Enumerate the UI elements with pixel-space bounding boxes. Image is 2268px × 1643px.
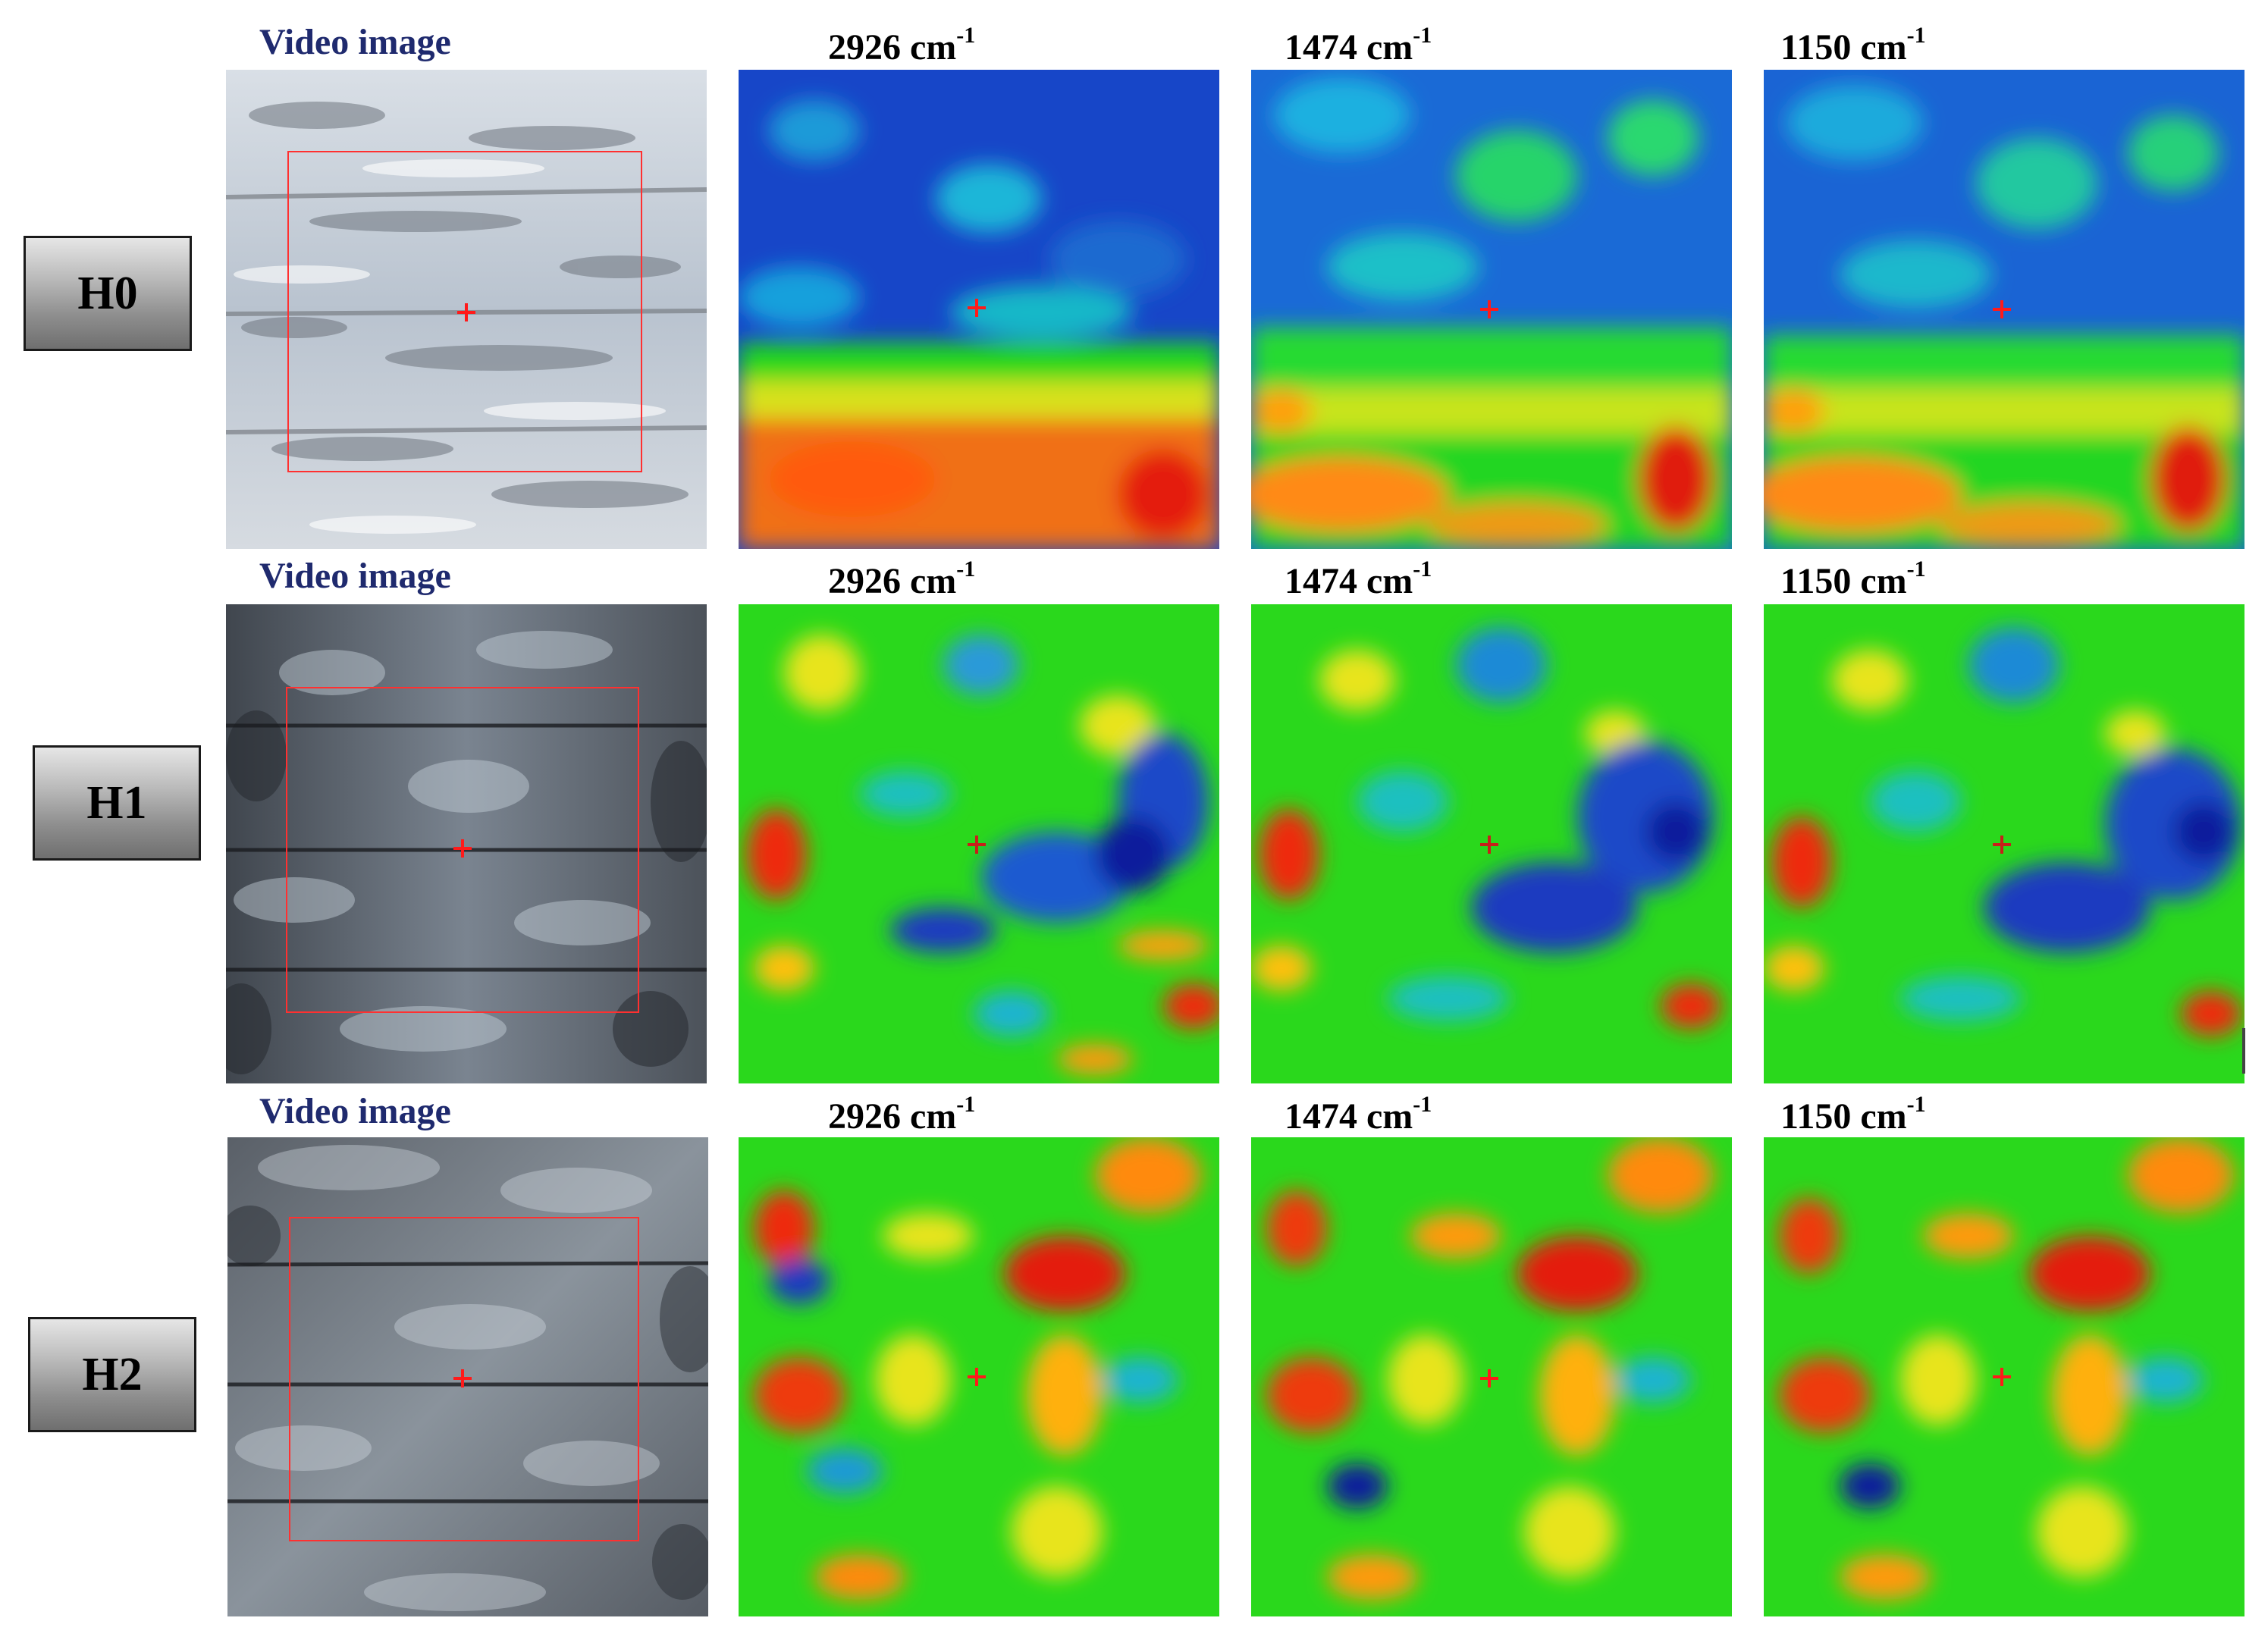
chemical-map-h0-1150 <box>1764 70 2244 549</box>
red-crosshair-icon <box>1993 1368 2011 1386</box>
map-title-h1-2926: 2926 cm-1 <box>828 557 976 601</box>
row-label-h2: H2 <box>28 1317 196 1432</box>
row-label-h1: H1 <box>33 745 201 861</box>
red-crosshair-icon <box>968 299 986 317</box>
chemical-map-h2-1150 <box>1764 1137 2244 1616</box>
red-crosshair-icon <box>1480 300 1498 318</box>
map-title-h0-2926: 2926 cm-1 <box>828 23 976 67</box>
video-image-h2 <box>227 1137 708 1616</box>
chemical-map-h2-2926 <box>739 1137 1219 1616</box>
red-crosshair-icon <box>1993 300 2011 318</box>
red-crosshair-icon <box>453 839 472 858</box>
panel-edge-mark <box>2242 1028 2245 1074</box>
video-title-h1: Video image <box>259 556 451 596</box>
map-title-h2-2926: 2926 cm-1 <box>828 1092 976 1137</box>
red-crosshair-icon <box>457 303 475 321</box>
red-crosshair-icon <box>968 836 986 854</box>
chemical-map-h1-1474 <box>1251 604 1732 1083</box>
red-crosshair-icon <box>968 1368 986 1386</box>
chemical-map-h0-2926 <box>739 70 1219 549</box>
chemical-map-h1-2926 <box>739 604 1219 1083</box>
video-title-h0: Video image <box>259 22 451 62</box>
video-title-h2: Video image <box>259 1091 451 1131</box>
chemical-map-h0-1474 <box>1251 70 1732 549</box>
chemical-map-h1-1150 <box>1764 604 2244 1083</box>
chemical-map-h2-1474 <box>1251 1137 1732 1616</box>
red-crosshair-icon <box>453 1369 472 1387</box>
red-crosshair-icon <box>1993 836 2011 854</box>
map-title-h1-1474: 1474 cm-1 <box>1285 557 1432 601</box>
map-title-h0-1150: 1150 cm-1 <box>1780 23 1926 67</box>
map-title-h2-1474: 1474 cm-1 <box>1285 1092 1432 1137</box>
row-label-h0: H0 <box>24 236 192 351</box>
map-title-h1-1150: 1150 cm-1 <box>1780 557 1926 601</box>
map-title-h2-1150: 1150 cm-1 <box>1780 1092 1926 1137</box>
red-crosshair-icon <box>1480 836 1498 854</box>
map-title-h0-1474: 1474 cm-1 <box>1285 23 1432 67</box>
red-crosshair-icon <box>1480 1369 1498 1387</box>
video-image-h1 <box>226 604 707 1083</box>
video-image-h0 <box>226 70 707 549</box>
